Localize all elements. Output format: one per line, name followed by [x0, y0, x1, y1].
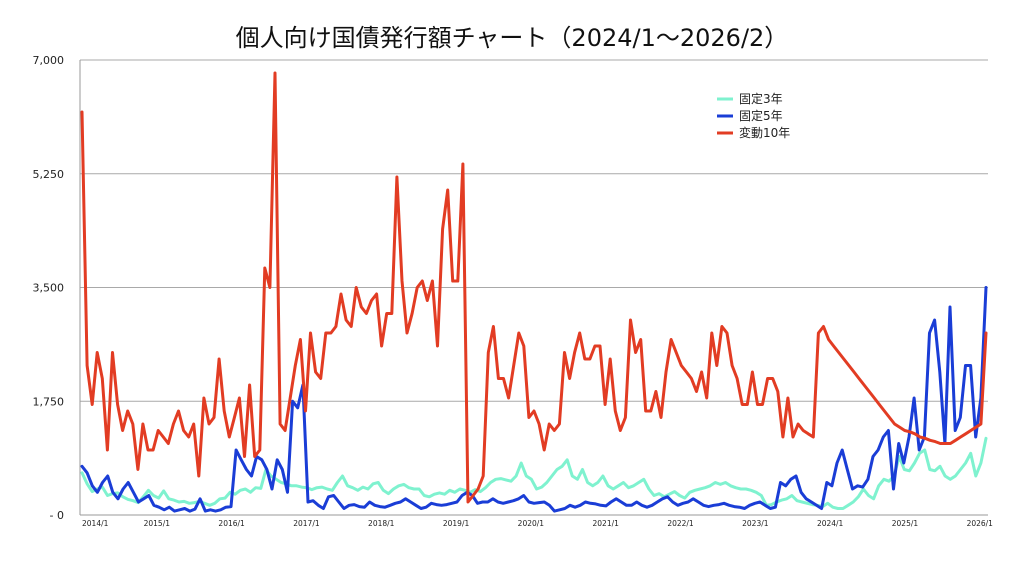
- x-tick-label: 2026/1: [967, 519, 994, 528]
- grid-layer: [80, 59, 988, 402]
- series-line-固定5年: [80, 286, 988, 513]
- legend-label: 固定3年: [739, 91, 783, 106]
- series-line-固定3年: [80, 436, 988, 510]
- x-tick-label: 2016/1: [218, 519, 245, 528]
- x-tick-label: 2015/1: [144, 519, 171, 528]
- y-tick-label: - 0: [50, 509, 64, 522]
- y-tick-label: 5,250: [33, 168, 65, 181]
- chart-title: 個人向け国債発行額チャート（2024/1～2026/2）: [235, 24, 789, 52]
- x-tick-label: 2024/1: [817, 519, 844, 528]
- x-tick-label: 2022/1: [667, 519, 694, 528]
- y-tick-label: 3,500: [33, 282, 65, 295]
- y-tick-labels: - 0 1,750 3,500 5,250 7,000: [33, 54, 65, 522]
- x-tick-label: 2020/1: [518, 519, 545, 528]
- axis-layer: [79, 60, 988, 516]
- legend-label: 固定5年: [739, 108, 783, 123]
- y-tick-label: 7,000: [33, 54, 65, 67]
- series-lines: [80, 71, 988, 513]
- series-line-変動10年: [80, 71, 988, 504]
- x-tick-label: 2023/1: [742, 519, 769, 528]
- x-tick-label: 2025/1: [892, 519, 919, 528]
- y-tick-label: 1,750: [33, 395, 65, 408]
- x-tick-label: 2019/1: [443, 519, 470, 528]
- x-tick-label: 2017/1: [293, 519, 320, 528]
- x-tick-label: 2021/1: [593, 519, 620, 528]
- legend-label: 変動10年: [739, 125, 790, 140]
- x-tick-label: 2014/1: [82, 519, 109, 528]
- x-tick-labels: 2014/1 2015/1 2016/1 2017/1 2018/1 2019/1 2020…: [82, 519, 993, 528]
- x-tick-label: 2018/1: [368, 519, 395, 528]
